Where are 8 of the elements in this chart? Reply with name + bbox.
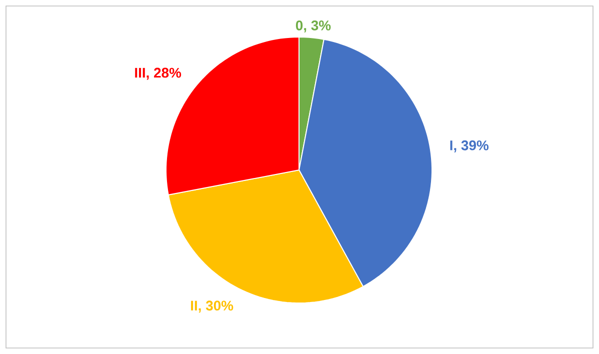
slice-label: I <box>450 140 452 150</box>
data-label: , 30% <box>198 300 234 313</box>
slice-label: III <box>135 68 145 78</box>
data-label: , 39% <box>454 140 489 152</box>
slice-label: 0 <box>296 20 303 30</box>
slice-label: II <box>191 300 197 310</box>
data-label: , 28% <box>146 68 182 80</box>
data-label: , 3% <box>304 20 331 32</box>
